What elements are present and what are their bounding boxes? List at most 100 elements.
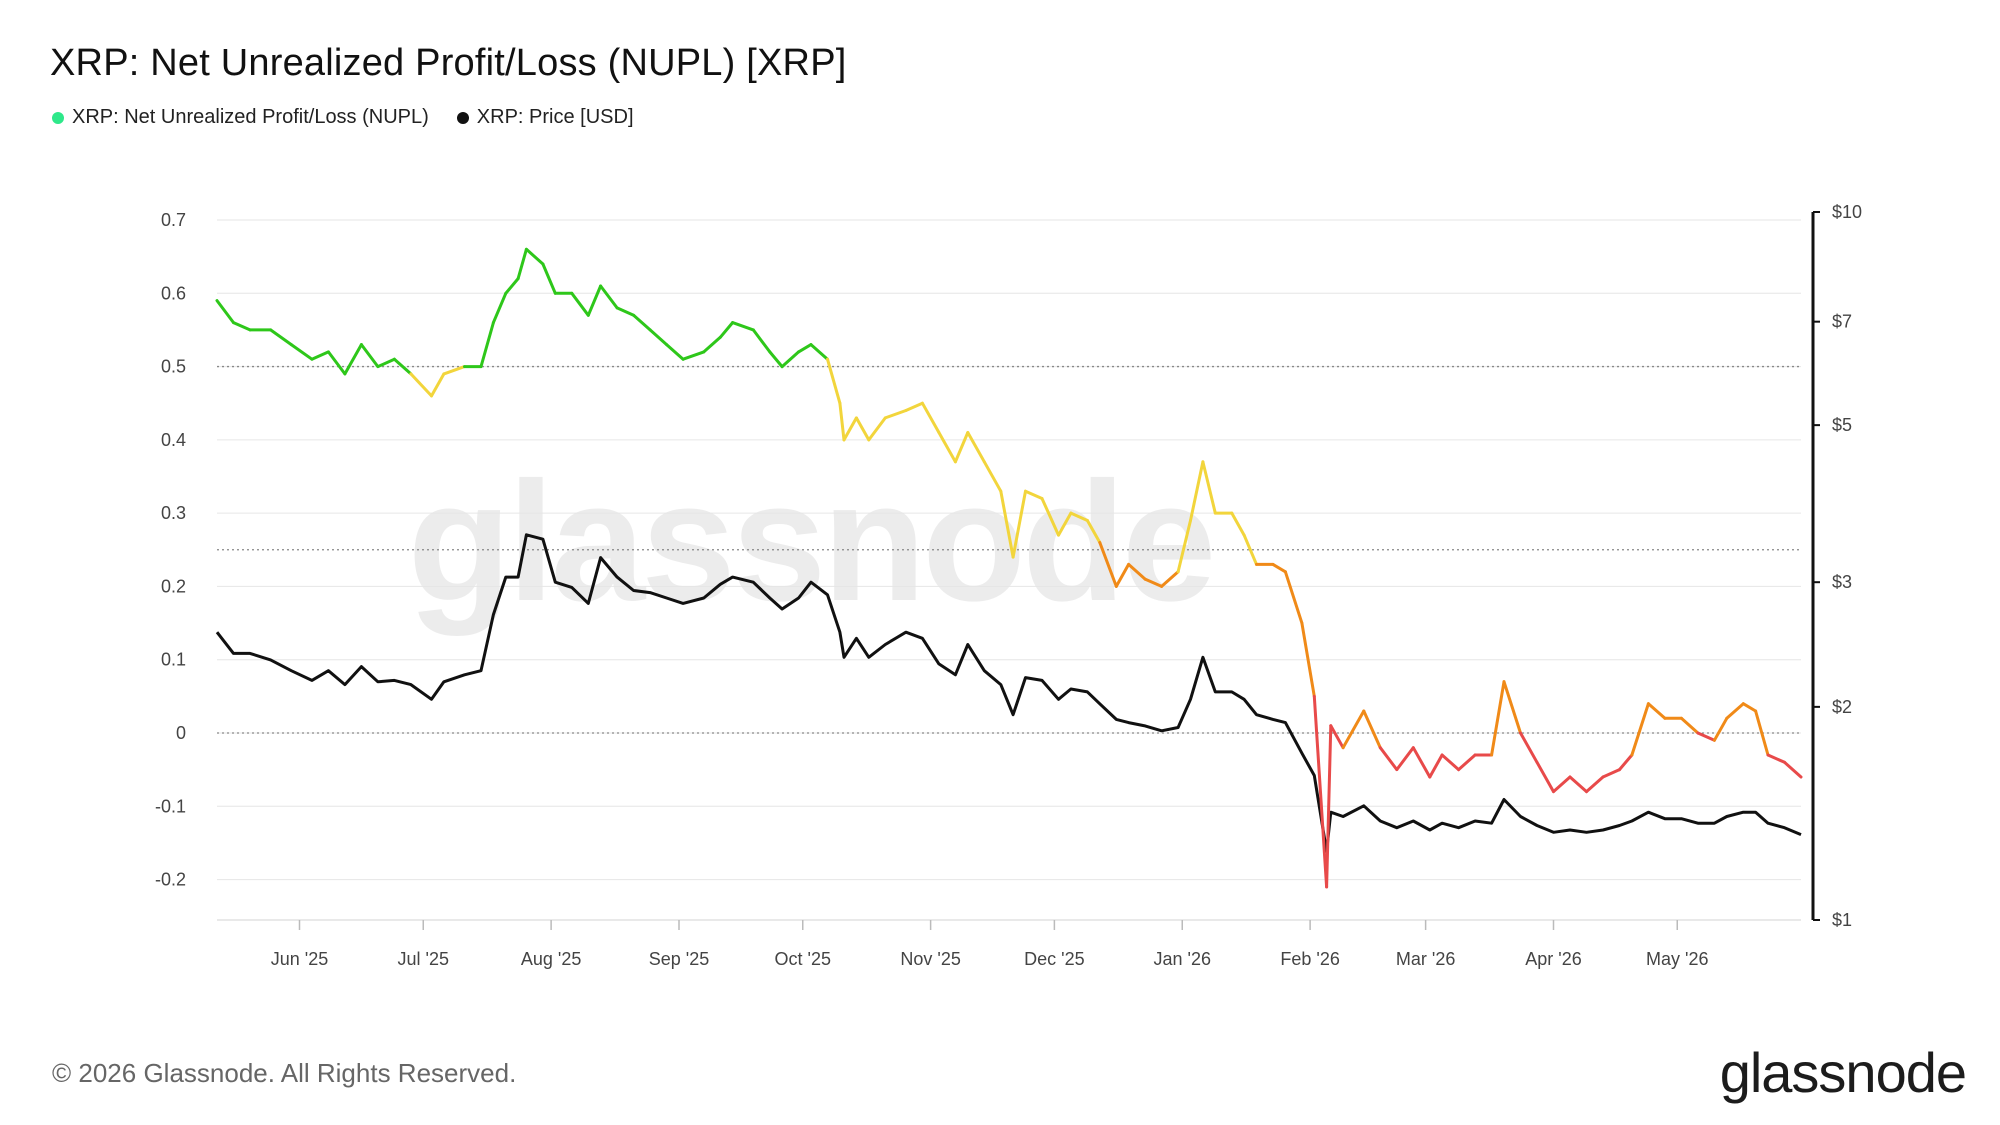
nupl-segment[interactable] xyxy=(310,350,330,361)
nupl-segment[interactable] xyxy=(681,350,706,361)
nupl-segment[interactable] xyxy=(1114,562,1131,588)
nupl-segment[interactable] xyxy=(883,409,908,420)
price-line-path[interactable] xyxy=(215,533,1802,853)
nupl-segment[interactable] xyxy=(1440,753,1461,772)
nupl-segment[interactable] xyxy=(1312,694,1329,889)
series-price[interactable] xyxy=(215,533,1802,853)
nupl-segment[interactable] xyxy=(289,343,314,361)
nupl-segment[interactable] xyxy=(1362,709,1382,750)
nupl-segment[interactable] xyxy=(430,372,446,398)
nupl-segment[interactable] xyxy=(1085,519,1102,544)
nupl-segment[interactable] xyxy=(731,321,755,332)
nupl-segment[interactable] xyxy=(1230,511,1246,537)
nupl-segment[interactable] xyxy=(999,489,1015,559)
nupl-segment[interactable] xyxy=(1325,724,1333,889)
nupl-segment[interactable] xyxy=(665,343,685,361)
legend-item-nupl[interactable]: XRP: Net Unrealized Profit/Loss (NUPL) xyxy=(52,106,429,129)
nupl-segment[interactable] xyxy=(1490,680,1506,757)
nupl-segment[interactable] xyxy=(1712,716,1729,742)
nupl-segment[interactable] xyxy=(615,306,636,317)
nupl-segment[interactable] xyxy=(570,291,590,317)
nupl-segment[interactable] xyxy=(1160,570,1180,588)
nupl-segment[interactable] xyxy=(1741,702,1758,713)
legend-item-price[interactable]: XRP: Price [USD] xyxy=(456,106,634,129)
nupl-segment[interactable] xyxy=(1283,570,1304,625)
nupl-segment[interactable] xyxy=(1754,709,1770,757)
nupl-segment[interactable] xyxy=(1329,724,1345,750)
nupl-segment[interactable] xyxy=(1783,760,1803,779)
nupl-segment[interactable] xyxy=(269,328,293,347)
nupl-segment[interactable] xyxy=(1040,497,1060,537)
nupl-segment[interactable] xyxy=(409,372,433,398)
nupl-segment[interactable] xyxy=(1341,709,1366,750)
nupl-segment[interactable] xyxy=(1378,746,1399,772)
nupl-segment[interactable] xyxy=(359,343,380,369)
nupl-segment[interactable] xyxy=(1696,731,1716,742)
nupl-segment[interactable] xyxy=(937,431,957,464)
nupl-segment[interactable] xyxy=(504,277,520,295)
nupl-segment[interactable] xyxy=(442,365,466,376)
nupl-segment[interactable] xyxy=(232,321,252,332)
nupl-segment[interactable] xyxy=(1630,702,1650,757)
nupl-segment[interactable] xyxy=(982,460,1003,493)
nupl-segment[interactable] xyxy=(1568,775,1588,794)
nupl-segment[interactable] xyxy=(1300,621,1316,698)
nupl-segment[interactable] xyxy=(1098,541,1118,588)
nupl-segment[interactable] xyxy=(1519,731,1539,764)
nupl-segment[interactable] xyxy=(809,343,829,361)
nupl-segment[interactable] xyxy=(516,247,528,281)
nupl-segment[interactable] xyxy=(751,328,772,354)
nupl-segment[interactable] xyxy=(702,335,722,354)
nupl-segment[interactable] xyxy=(1242,533,1258,566)
nupl-segment[interactable] xyxy=(648,328,669,347)
nupl-segment[interactable] xyxy=(1552,775,1572,794)
nupl-segment[interactable] xyxy=(1457,753,1477,772)
nupl-segment[interactable] xyxy=(838,401,846,442)
nupl-segment[interactable] xyxy=(1271,562,1287,574)
nupl-segment[interactable] xyxy=(541,262,557,295)
nupl-segment[interactable] xyxy=(904,401,924,412)
series-nupl[interactable] xyxy=(215,247,1803,889)
nupl-segment[interactable] xyxy=(966,431,986,464)
nupl-segment[interactable] xyxy=(1127,562,1147,581)
nupl-segment[interactable] xyxy=(1535,760,1555,794)
nupl-segment[interactable] xyxy=(1143,577,1164,588)
nupl-segment[interactable] xyxy=(586,284,603,317)
nupl-segment[interactable] xyxy=(376,357,396,369)
nupl-segment[interactable] xyxy=(1585,775,1605,794)
nupl-segment[interactable] xyxy=(215,299,235,325)
nupl-segment[interactable] xyxy=(1189,460,1205,522)
nupl-segment[interactable] xyxy=(632,313,652,332)
nupl-segment[interactable] xyxy=(1646,702,1667,720)
nupl-segment[interactable] xyxy=(1601,768,1621,779)
nupl-segment[interactable] xyxy=(1428,753,1444,779)
nupl-segment[interactable] xyxy=(1176,519,1192,574)
nupl-segment[interactable] xyxy=(842,416,858,442)
nupl-segment[interactable] xyxy=(1069,511,1089,522)
nupl-segment[interactable] xyxy=(479,321,495,369)
nupl-segment[interactable] xyxy=(854,416,871,442)
nupl-segment[interactable] xyxy=(1024,489,1044,500)
nupl-segment[interactable] xyxy=(1201,460,1217,515)
nupl-segment[interactable] xyxy=(392,357,413,376)
nupl-segment[interactable] xyxy=(920,401,941,434)
nupl-segment[interactable] xyxy=(1766,753,1786,764)
nupl-segment[interactable] xyxy=(1411,746,1432,779)
nupl-segment[interactable] xyxy=(867,416,887,442)
nupl-segment[interactable] xyxy=(718,321,735,339)
nupl-segment[interactable] xyxy=(1725,702,1745,720)
nupl-segment[interactable] xyxy=(524,247,545,266)
nupl-segment[interactable] xyxy=(953,431,970,464)
nupl-segment[interactable] xyxy=(326,350,347,376)
nupl-segment[interactable] xyxy=(768,350,784,369)
nupl-segment[interactable] xyxy=(797,343,813,354)
nupl-segment[interactable] xyxy=(1502,680,1522,735)
nupl-segment[interactable] xyxy=(599,284,619,310)
nupl-segment[interactable] xyxy=(491,291,508,325)
nupl-segment[interactable] xyxy=(826,357,842,405)
nupl-segment[interactable] xyxy=(1395,746,1415,772)
nupl-segment[interactable] xyxy=(1618,753,1634,772)
nupl-segment[interactable] xyxy=(1057,511,1073,537)
nupl-segment[interactable] xyxy=(343,343,363,376)
